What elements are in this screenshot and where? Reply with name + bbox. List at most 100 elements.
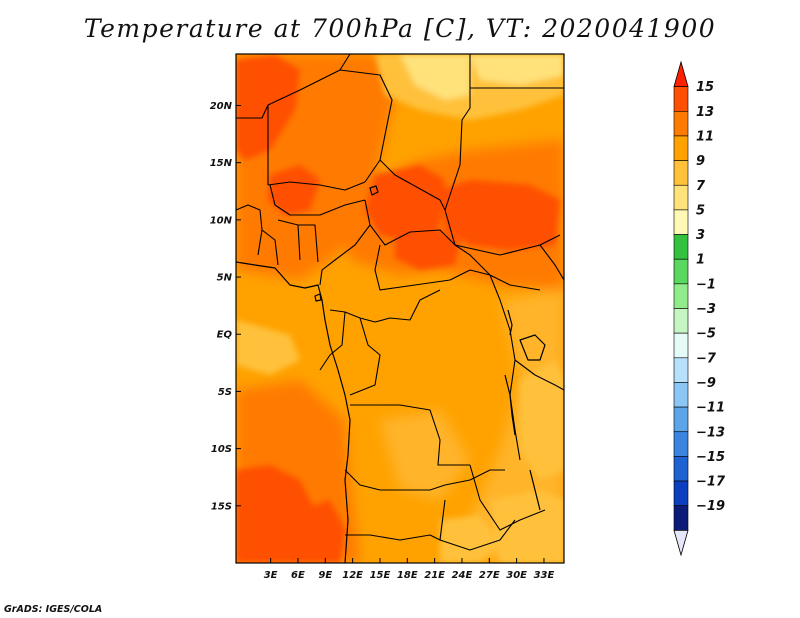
colorbar-label: 15 — [696, 80, 714, 95]
colorbar-label: −7 — [696, 351, 717, 366]
border-angola-namibia — [344, 469, 505, 491]
border-zambia-east — [469, 464, 546, 531]
x-tick-label: 24E — [452, 570, 473, 581]
y-tick-label: 10S — [211, 444, 232, 455]
x-tick-label: 15E — [370, 570, 391, 581]
colorbar-swatch — [673, 382, 689, 408]
field-southwest-cool — [440, 515, 500, 563]
colorbar-label: 13 — [696, 105, 714, 120]
colorbar-swatch — [673, 406, 689, 433]
y-tick-label: 5N — [217, 273, 233, 284]
colorbar-swatch — [673, 505, 689, 531]
colorbar-label: 9 — [696, 154, 705, 169]
colorbar-swatch — [673, 431, 689, 457]
field-south-cool — [490, 490, 564, 563]
colorbar-swatch — [673, 209, 689, 235]
bioko-island — [314, 293, 322, 302]
x-tick-label: 21E — [424, 570, 445, 581]
border-mali-algeria — [267, 105, 366, 191]
border-ethiopia — [539, 244, 564, 281]
colorbar-swatch — [673, 308, 689, 334]
y-tick-label: 15N — [210, 158, 233, 169]
field-hot-angola-s — [300, 500, 345, 563]
y-axis: 20N 15N 10N 5N EQ 5S 10S 15S — [210, 101, 241, 512]
colorbar-swatch — [673, 86, 689, 112]
colorbar-swatch — [673, 258, 689, 285]
colorbar-label: 3 — [696, 228, 705, 243]
border-angola — [350, 404, 470, 466]
colorbar-swatch — [673, 332, 689, 359]
colorbar-label: −9 — [696, 376, 716, 391]
x-tick-label: 3E — [264, 570, 278, 581]
y-tick-label: 10N — [210, 215, 233, 226]
x-tick-label: 27E — [479, 570, 500, 581]
field-egypt-cool — [470, 54, 564, 85]
colorbar-swatch — [673, 184, 689, 211]
border-westafrica — [236, 204, 319, 266]
x-tick-label: 33E — [534, 570, 555, 581]
border-algeria-libya — [339, 69, 393, 183]
colorbar-swatch — [673, 135, 689, 161]
colorbar-swatch — [673, 111, 689, 137]
colorbar-label: 11 — [696, 129, 714, 144]
colorbar-swatch — [673, 283, 689, 309]
y-tick-label: 20N — [210, 101, 233, 112]
border-niger-nigeria — [269, 184, 366, 216]
border-congo — [319, 289, 441, 396]
colorbar-swatch — [673, 357, 689, 383]
colorbar-swatch — [673, 160, 689, 186]
x-tick-label: 12E — [342, 570, 363, 581]
colorbar: 15 13 11 9 7 5 3 1 −1 −3 −5 −7 −9 −11 −13 −15 −17 −19 — [673, 60, 726, 557]
border-libya-egypt — [444, 54, 471, 211]
lake-chad — [369, 185, 379, 196]
lake-tanganyika — [504, 374, 516, 436]
field-coast-cool — [236, 320, 300, 375]
colorbar-swatch — [673, 480, 689, 506]
x-tick-label: 18E — [397, 570, 418, 581]
country-borders — [236, 54, 564, 551]
grads-credit: GrADS: IGES/COLA — [4, 604, 103, 615]
colorbar-label: −1 — [696, 277, 716, 292]
border-sudan-ss — [454, 234, 561, 256]
colorbar-under-triangle — [673, 529, 689, 557]
colorbar-swatch — [673, 234, 689, 260]
field-hot-niger — [268, 165, 320, 215]
colorbar-label: 1 — [696, 253, 705, 268]
colorbar-label: −5 — [696, 327, 716, 342]
x-axis: 3E 6E 9E 12E 15E 18E 21E 24E 27E 30E 33E — [264, 558, 555, 581]
field-hot-chad — [365, 165, 445, 240]
coastlines-lakes — [236, 185, 546, 563]
colorbar-label: −3 — [696, 302, 716, 317]
border-car — [369, 224, 491, 291]
field-hot-angola-sw — [236, 465, 320, 563]
border-nigeria-cameroon — [319, 199, 371, 286]
colorbar-swatch — [673, 456, 689, 482]
chart-title: Temperature at 700hPa [C], VT: 202004190… — [83, 14, 717, 43]
border-mauritania-mali — [236, 54, 351, 119]
coast-gulf-of-guinea — [236, 261, 351, 563]
x-tick-label: 30E — [506, 570, 527, 581]
colorbar-label: −11 — [696, 401, 725, 416]
colorbar-label: 7 — [696, 179, 706, 194]
lake-albert — [507, 309, 513, 336]
field-highlands-cool — [520, 360, 564, 480]
field-hot-sudan — [440, 180, 560, 250]
lake-malawi — [529, 469, 541, 511]
colorbar-label: 5 — [696, 203, 705, 218]
field-hot-car — [395, 225, 460, 270]
y-tick-label: EQ — [217, 330, 233, 341]
plot-frame — [235, 53, 565, 564]
border-south — [345, 499, 516, 551]
border-kenya-tanz — [514, 359, 564, 391]
lake-victoria — [519, 334, 546, 361]
colorbar-label: −15 — [696, 450, 725, 465]
field-sahara-coolest — [400, 54, 470, 100]
colorbar-label: −19 — [696, 499, 725, 514]
colorbar-over-triangle — [673, 60, 689, 88]
field-angola-east — [380, 410, 470, 500]
colorbar-label: −13 — [696, 425, 725, 440]
y-tick-label: 5S — [218, 387, 232, 398]
x-tick-label: 6E — [291, 570, 305, 581]
temperature-field — [236, 54, 564, 563]
